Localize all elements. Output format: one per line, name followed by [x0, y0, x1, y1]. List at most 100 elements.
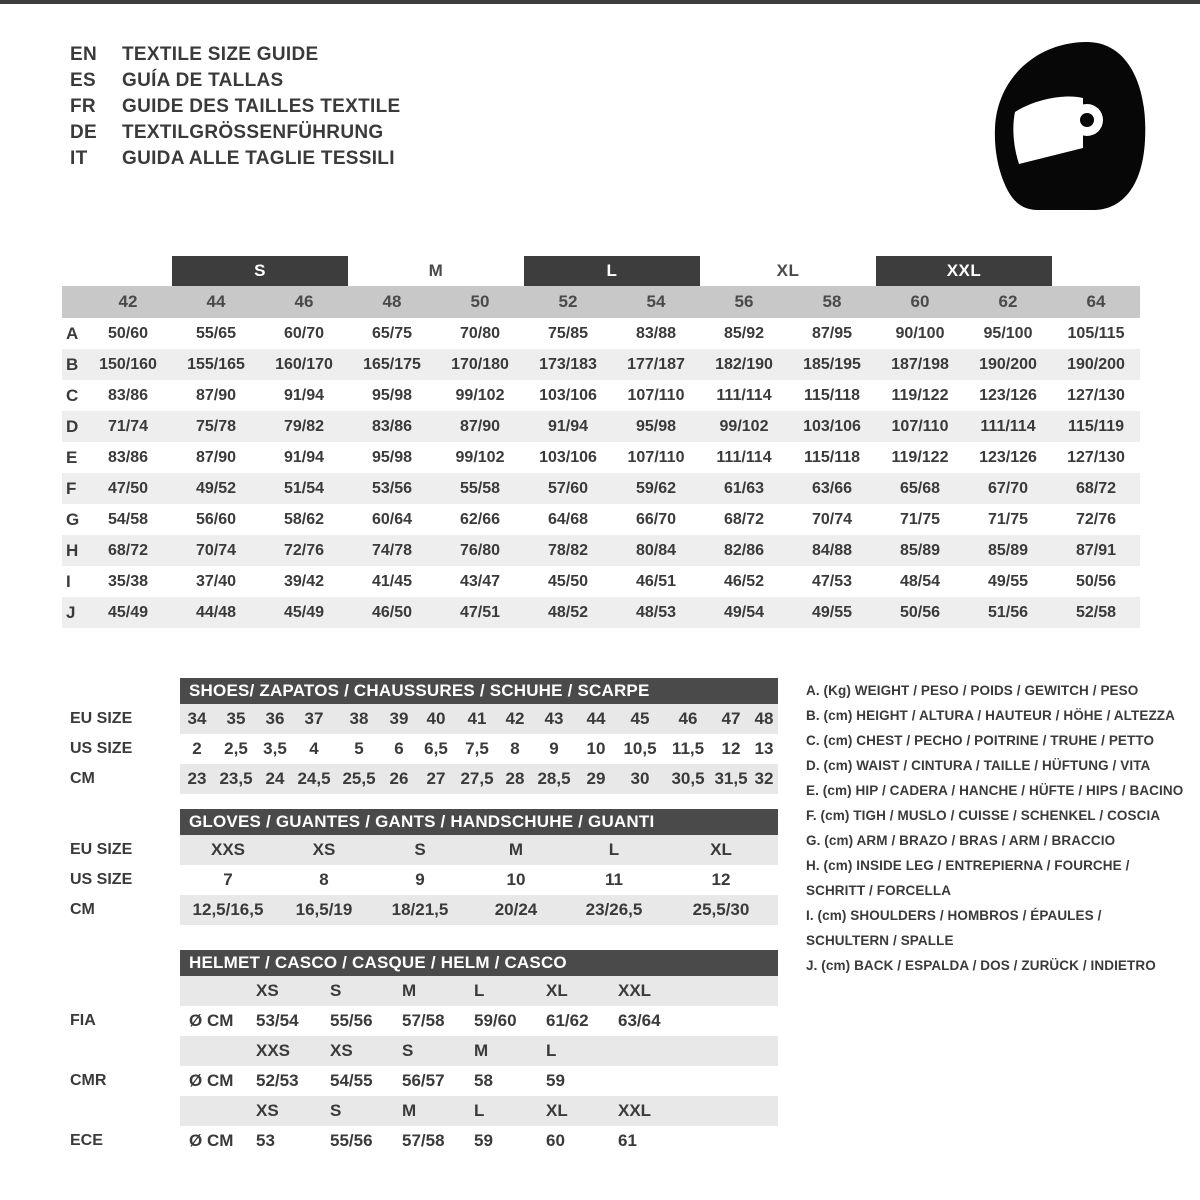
table-cell: 35/38 [107, 572, 149, 590]
shoes-cell: 23 [187, 769, 207, 788]
table-cell: 182/190 [715, 355, 773, 373]
number-header-spacer [62, 286, 84, 318]
gloves-table: GLOVES / GUANTES / GANTS / HANDSCHUHE / … [180, 809, 778, 925]
title-block: EN TEXTILE SIZE GUIDE ES GUÍA DE TALLAS FR GU… [70, 42, 400, 172]
gloves-cell: 23/26,5 [585, 900, 643, 919]
shoes-cell: 4 [309, 739, 319, 758]
number-header-cell: 64 [1086, 292, 1106, 311]
title-text: TEXTILE SIZE GUIDE [122, 44, 319, 65]
helmet-size-cell: XXL [618, 981, 652, 1000]
table-cell: 45/49 [107, 603, 149, 621]
table-cell: 127/130 [1067, 448, 1125, 466]
helmet-value-cell: 63/64 [618, 1011, 661, 1030]
table-cell: 60/70 [283, 324, 325, 342]
table-cell: 177/187 [627, 355, 685, 373]
helmet-size-row: XS S M L XL XXL [180, 976, 778, 1006]
helmet-size-cell: XL [546, 1101, 568, 1120]
shoes-table-title: SHOES/ ZAPATOS / CHAUSSURES / SCHUHE / S… [180, 678, 778, 704]
title-language-code: FR [70, 96, 96, 117]
helmet-standard-label: ECE [70, 1132, 103, 1149]
row-label-b: B [66, 354, 79, 374]
table-cell: 45/49 [283, 603, 325, 621]
size-band-m: M [428, 261, 444, 280]
table-cell: 51/54 [283, 479, 325, 497]
gloves-row-label: EU SIZE [70, 841, 133, 858]
shoes-cell: 46 [678, 709, 698, 728]
shoes-cell: 28,5 [537, 769, 571, 788]
table-row: G 54/58 56/60 58/62 60/64 62/66 64/68 66/70 68/7… [62, 504, 1140, 535]
row-label-j: J [66, 602, 76, 622]
table-cell: 185/195 [803, 355, 861, 373]
shoes-cell: 35 [226, 709, 246, 728]
number-header-row: 42 44 46 48 50 52 54 56 58 60 62 64 [62, 286, 1140, 318]
gloves-row: 7 8 9 10 11 12 [180, 865, 778, 895]
row-label-h: H [66, 540, 79, 560]
legend-line: A. (Kg) WEIGHT / PESO / POIDS / GEWITCH … [806, 683, 1139, 698]
shoes-row-label: EU SIZE [70, 710, 133, 727]
helmet-value-cell: 59 [474, 1131, 493, 1150]
table-cell: 83/86 [107, 386, 149, 404]
table-cell: 60/64 [371, 510, 413, 528]
table-cell: 87/90 [195, 448, 237, 466]
helmet-size-cell: XL [546, 981, 568, 1000]
table-cell: 115/118 [803, 448, 861, 466]
helmet-size-row: XS S M L XL XXL [180, 1096, 778, 1126]
racing-helmet-icon [975, 36, 1150, 216]
shoes-cell: 41 [467, 709, 487, 728]
table-cell: 190/200 [979, 355, 1037, 373]
table-cell: 95/98 [371, 448, 413, 466]
table-cell: 95/98 [635, 417, 677, 435]
shoes-table-body: 34 35 36 37 38 39 40 41 42 43 44 45 46 47 48 2 2,5 3,5 4 5 6… [180, 704, 778, 794]
table-cell: 107/110 [891, 417, 949, 435]
legend-line: SCHULTERN / SPALLE [806, 933, 954, 948]
table-cell: 43/47 [459, 572, 501, 590]
table-cell: 155/165 [187, 355, 245, 373]
table-cell: 55/58 [459, 479, 501, 497]
table-cell: 79/82 [283, 417, 325, 435]
title-language-code: IT [70, 148, 88, 169]
shoes-cell: 30,5 [671, 769, 705, 788]
shoes-cell: 2 [192, 739, 202, 758]
number-header-cell: 52 [558, 292, 578, 311]
table-cell: 190/200 [1067, 355, 1125, 373]
gloves-row: XXS XS S M L XL [180, 835, 778, 865]
title-text: GUÍA DE TALLAS [122, 70, 284, 91]
helmet-size-cell: XS [256, 1101, 279, 1120]
gloves-cell: 11 [605, 870, 623, 889]
helmet-value-cell: 61/62 [546, 1011, 589, 1030]
table-cell: 111/114 [716, 386, 772, 404]
helmet-value-cell: 55/56 [330, 1131, 373, 1150]
table-cell: 127/130 [1067, 386, 1125, 404]
helmet-size-cell: XS [256, 981, 279, 1000]
table-cell: 90/100 [895, 324, 945, 342]
helmet-value-cell: 52/53 [256, 1071, 299, 1090]
shoes-row: 23 23,5 24 24,5 25,5 26 27 27,5 28 28,5 29 30 30,5 31… [180, 764, 778, 794]
table-cell: 65/75 [371, 324, 413, 342]
table-cell: 49/52 [195, 479, 237, 497]
row-label-c: C [66, 385, 79, 405]
helmet-size-cell: S [330, 1101, 342, 1120]
table-cell: 75/78 [195, 417, 237, 435]
number-header-cell: 46 [294, 292, 314, 311]
table-cell: 46/51 [635, 572, 677, 590]
table-cell: 105/115 [1067, 324, 1125, 342]
shoes-cell: 24,5 [297, 769, 331, 788]
helmet-value-row: Ø CM 53 55/56 57/58 59 60 61 [180, 1126, 778, 1156]
shoes-cell: 32 [754, 769, 774, 788]
shoes-cell: 40 [426, 709, 446, 728]
legend-line: B. (cm) HEIGHT / ALTURA / HAUTEUR / HÖHE… [806, 708, 1175, 723]
shoes-cell: 43 [544, 709, 564, 728]
row-label-i: I [66, 571, 71, 591]
table-cell: 80/84 [635, 541, 677, 559]
table-cell: 37/40 [195, 572, 237, 590]
table-cell: 48/52 [547, 603, 589, 621]
helmet-value-cell: 61 [618, 1131, 637, 1150]
helmet-value-cell: 57/58 [402, 1131, 445, 1150]
shoes-cell: 27,5 [460, 769, 494, 788]
table-row: D 71/74 75/78 79/82 83/86 87/90 91/94 95/98 99/1… [62, 411, 1140, 442]
table-cell: 87/91 [1075, 541, 1117, 559]
helmet-unit-label: Ø CM [189, 1131, 234, 1150]
legend-line: SCHRITT / FORCELLA [806, 883, 952, 898]
row-label-a: A [66, 323, 79, 343]
size-band-xxl: XXL [876, 256, 1052, 286]
